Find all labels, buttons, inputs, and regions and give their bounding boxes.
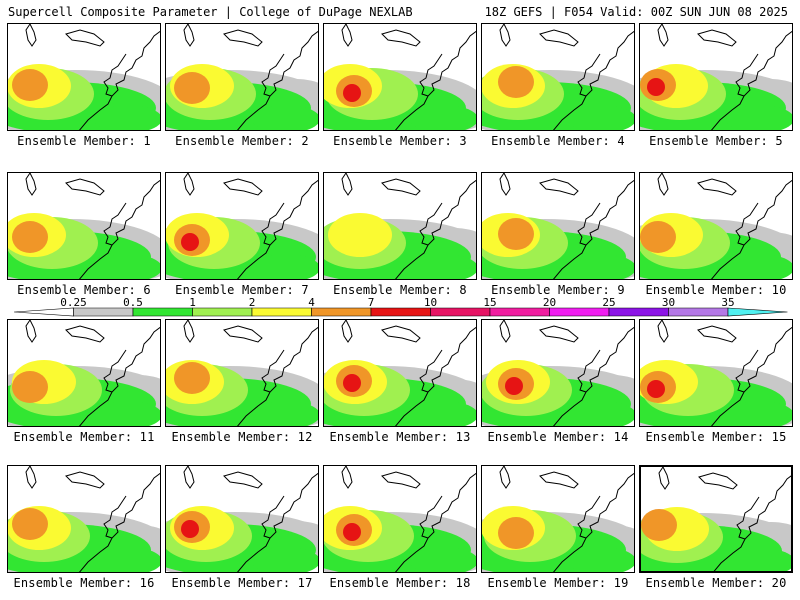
- ensemble-panel-6[interactable]: [7, 172, 161, 280]
- ensemble-panel-4[interactable]: [481, 23, 635, 131]
- colorbar-tick-label: 20: [543, 296, 556, 309]
- ensemble-label: Ensemble Member: 20: [645, 576, 787, 590]
- colorbar-segment: [608, 307, 669, 317]
- colorbar-tick-label: 35: [721, 296, 734, 309]
- ensemble-panel-15[interactable]: [639, 319, 793, 427]
- scp-map: [324, 320, 476, 426]
- ensemble-panel-12[interactable]: [165, 319, 319, 427]
- ensemble-panel-10[interactable]: [639, 172, 793, 280]
- colorbar-tick-label: 25: [602, 296, 615, 309]
- ensemble-label: Ensemble Member: 3: [333, 134, 467, 148]
- colorbar-segment: [13, 307, 74, 317]
- scp-map: [8, 466, 160, 572]
- scp-map: [640, 24, 792, 130]
- colorbar-segment: [668, 307, 729, 317]
- colorbar-segment: [489, 307, 550, 317]
- colorbar-segment: [251, 307, 312, 317]
- ensemble-panel-7[interactable]: [165, 172, 319, 280]
- scp-map: [324, 466, 476, 572]
- ensemble-panel-14[interactable]: [481, 319, 635, 427]
- ensemble-panel-19[interactable]: [481, 465, 635, 573]
- scp-map: [482, 173, 634, 279]
- ensemble-panel-20[interactable]: [639, 465, 793, 573]
- ensemble-panel-9[interactable]: [481, 172, 635, 280]
- ensemble-panel-3[interactable]: [323, 23, 477, 131]
- ensemble-label: Ensemble Member: 15: [645, 430, 787, 444]
- ensemble-panel-11[interactable]: [7, 319, 161, 427]
- scp-map: [641, 467, 791, 571]
- ensemble-label: Ensemble Member: 14: [487, 430, 629, 444]
- scp-map: [8, 173, 160, 279]
- ensemble-label: Ensemble Member: 2: [175, 134, 309, 148]
- ensemble-label: Ensemble Member: 18: [329, 576, 471, 590]
- scp-map: [166, 173, 318, 279]
- colorbar-tick-label: 0.5: [123, 296, 143, 309]
- colorbar-tick-label: 4: [308, 296, 315, 309]
- scp-map: [8, 320, 160, 426]
- ensemble-label: Ensemble Member: 4: [491, 134, 625, 148]
- scp-map: [324, 24, 476, 130]
- ensemble-panel-17[interactable]: [165, 465, 319, 573]
- ensemble-panel-5[interactable]: [639, 23, 793, 131]
- ensemble-panel-8[interactable]: [323, 172, 477, 280]
- ensemble-label: Ensemble Member: 6: [17, 283, 151, 297]
- colorbar-tick-label: 10: [424, 296, 437, 309]
- scp-map: [324, 173, 476, 279]
- ensemble-panel-13[interactable]: [323, 319, 477, 427]
- ensemble-panel-1[interactable]: [7, 23, 161, 131]
- colorbar-tick-label: 15: [483, 296, 496, 309]
- colorbar: 0.25 0.5 1 2 4 7 10 15 20 25 30 35: [13, 296, 788, 317]
- ensemble-label: Ensemble Member: 9: [491, 283, 625, 297]
- colorbar-tick-label: 0.25: [60, 296, 87, 309]
- colorbar-segment: [73, 307, 134, 317]
- colorbar-tick-label: 7: [368, 296, 375, 309]
- colorbar-segment: [311, 307, 372, 317]
- ensemble-panel-16[interactable]: [7, 465, 161, 573]
- colorbar-segment: [727, 307, 788, 317]
- colorbar-tick-label: 30: [662, 296, 675, 309]
- ensemble-label: Ensemble Member: 16: [13, 576, 155, 590]
- ensemble-label: Ensemble Member: 13: [329, 430, 471, 444]
- ensemble-label: Ensemble Member: 7: [175, 283, 309, 297]
- colorbar-segment: [192, 307, 253, 317]
- colorbar-tick-label: 2: [249, 296, 256, 309]
- ensemble-label: Ensemble Member: 8: [333, 283, 467, 297]
- colorbar-tick-label: 1: [189, 296, 196, 309]
- colorbar-segment: [549, 307, 610, 317]
- colorbar-segment: [370, 307, 431, 317]
- scp-map: [8, 24, 160, 130]
- ensemble-panel-18[interactable]: [323, 465, 477, 573]
- ensemble-label: Ensemble Member: 12: [171, 430, 313, 444]
- map-title: Supercell Composite Parameter | College …: [8, 5, 413, 19]
- ensemble-label: Ensemble Member: 10: [645, 283, 787, 297]
- run-info: 18Z GEFS | F054 Valid: 00Z SUN JUN 08 20…: [484, 5, 788, 19]
- scp-map: [166, 24, 318, 130]
- ensemble-label: Ensemble Member: 19: [487, 576, 629, 590]
- colorbar-segment: [132, 307, 193, 317]
- scp-map: [640, 320, 792, 426]
- scp-map: [482, 466, 634, 572]
- ensemble-label: Ensemble Member: 11: [13, 430, 155, 444]
- scp-map: [482, 24, 634, 130]
- scp-map: [166, 320, 318, 426]
- scp-map: [166, 466, 318, 572]
- scp-map: [640, 173, 792, 279]
- ensemble-label: Ensemble Member: 5: [649, 134, 783, 148]
- ensemble-label: Ensemble Member: 17: [171, 576, 313, 590]
- scp-map: [482, 320, 634, 426]
- colorbar-segment: [430, 307, 491, 317]
- ensemble-panel-2[interactable]: [165, 23, 319, 131]
- ensemble-label: Ensemble Member: 1: [17, 134, 151, 148]
